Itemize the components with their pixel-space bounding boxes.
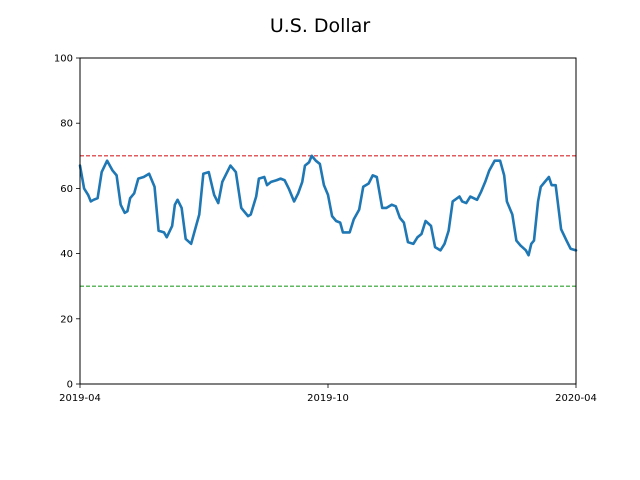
plot-area: 0 20 40 60 80 100 2019-04 2019-10 2020-04 — [54, 54, 597, 405]
y-tick-label: 100 — [54, 54, 73, 65]
y-tick-label: 60 — [60, 184, 73, 195]
y-tick-label: 20 — [60, 314, 73, 325]
y-tick-label: 40 — [60, 249, 73, 260]
y-tick-label: 0 — [67, 380, 73, 391]
x-tick-label: 2019-10 — [307, 393, 349, 404]
x-tick-label: 2020-04 — [555, 393, 597, 404]
chart-title: U.S. Dollar — [270, 15, 371, 37]
y-tick-label: 80 — [60, 119, 73, 130]
x-tick-label: 2019-04 — [59, 393, 101, 404]
series-line-0 — [78, 154, 578, 257]
